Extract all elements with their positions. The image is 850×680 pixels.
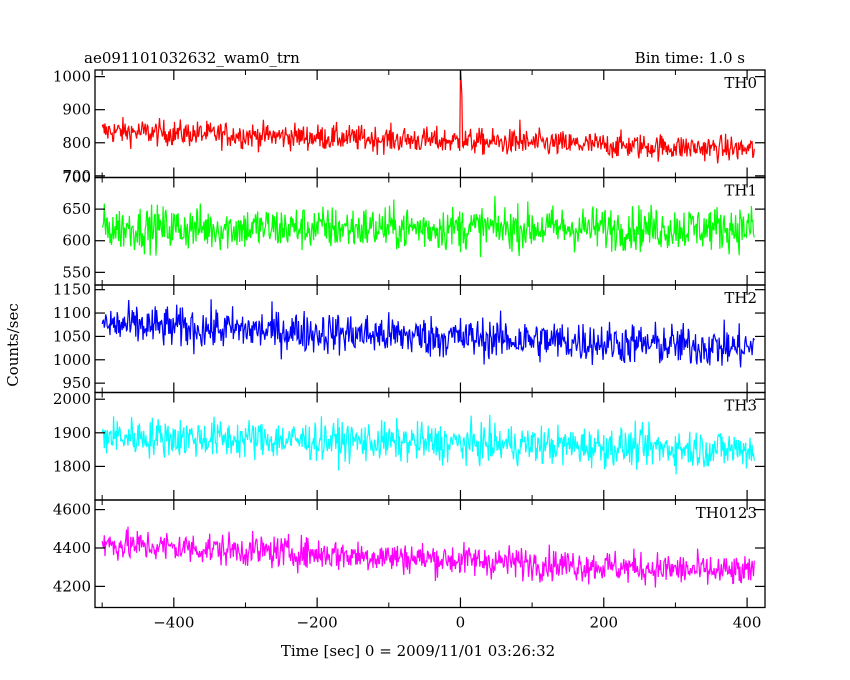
series-line-th3 — [101, 414, 755, 475]
y-tick-label: 1150 — [53, 281, 91, 299]
series-line-th0 — [101, 70, 755, 164]
y-tick-label: 950 — [62, 374, 91, 392]
x-tick-label: 400 — [733, 614, 762, 632]
y-axis-label: Counts/sec — [4, 303, 22, 387]
chart-title-right: Bin time: 1.0 s — [635, 49, 745, 67]
panel-label-th0: TH0 — [724, 74, 757, 92]
y-tick-label: 550 — [62, 263, 91, 281]
series-line-th2 — [101, 299, 755, 368]
y-tick-label: 1900 — [53, 424, 91, 442]
x-tick-label: 200 — [589, 614, 618, 632]
panel-th0: 700 800 900 1000 TH0 — [53, 68, 766, 185]
y-tick-label: 800 — [62, 134, 91, 152]
panel-frame — [94, 499, 766, 609]
panel-th1: 550 600 650 700 TH1 — [62, 169, 766, 286]
y-tick-label: 4400 — [53, 539, 91, 557]
panel-th0123: 4200 4400 4600 TH0123 — [53, 499, 766, 609]
y-tick-label: 650 — [62, 200, 91, 218]
y-tick-label: 700 — [62, 167, 91, 185]
panel-label-th0123: TH0123 — [696, 504, 757, 522]
x-tick-label: 0 — [456, 614, 466, 632]
panel-label-th3: TH3 — [724, 397, 757, 415]
y-tick-label: 700 — [62, 169, 91, 187]
x-axis-label: Time [sec] 0 = 2009/11/01 03:26:32 — [281, 642, 555, 660]
y-tick-label: 2000 — [53, 390, 91, 408]
chart-title-left: ae091101032632_wam0_trn — [84, 49, 300, 67]
y-tick-label: 1050 — [53, 327, 91, 345]
y-tick-label: 1100 — [53, 304, 91, 322]
y-tick-label: 1000 — [53, 351, 91, 369]
y-tick-label: 1800 — [53, 457, 91, 475]
y-tick-label: 600 — [62, 232, 91, 250]
y-tick-label: 4200 — [53, 577, 91, 595]
panel-label-th1: TH1 — [724, 182, 757, 200]
y-tick-label: 900 — [62, 101, 91, 119]
series-line-th0123 — [101, 526, 755, 588]
panel-th3: 1800 1900 2000 TH3 — [53, 390, 766, 501]
y-tick-label: 4600 — [53, 501, 91, 519]
panel-frame — [94, 69, 766, 179]
x-tick-label: −200 — [297, 614, 338, 632]
panel-th2: 950 1000 1050 1100 1150 TH2 — [53, 281, 766, 394]
x-tick-label: −400 — [153, 614, 194, 632]
series-line-th1 — [101, 195, 755, 258]
panel-label-th2: TH2 — [724, 289, 757, 307]
y-tick-label: 1000 — [53, 68, 91, 86]
